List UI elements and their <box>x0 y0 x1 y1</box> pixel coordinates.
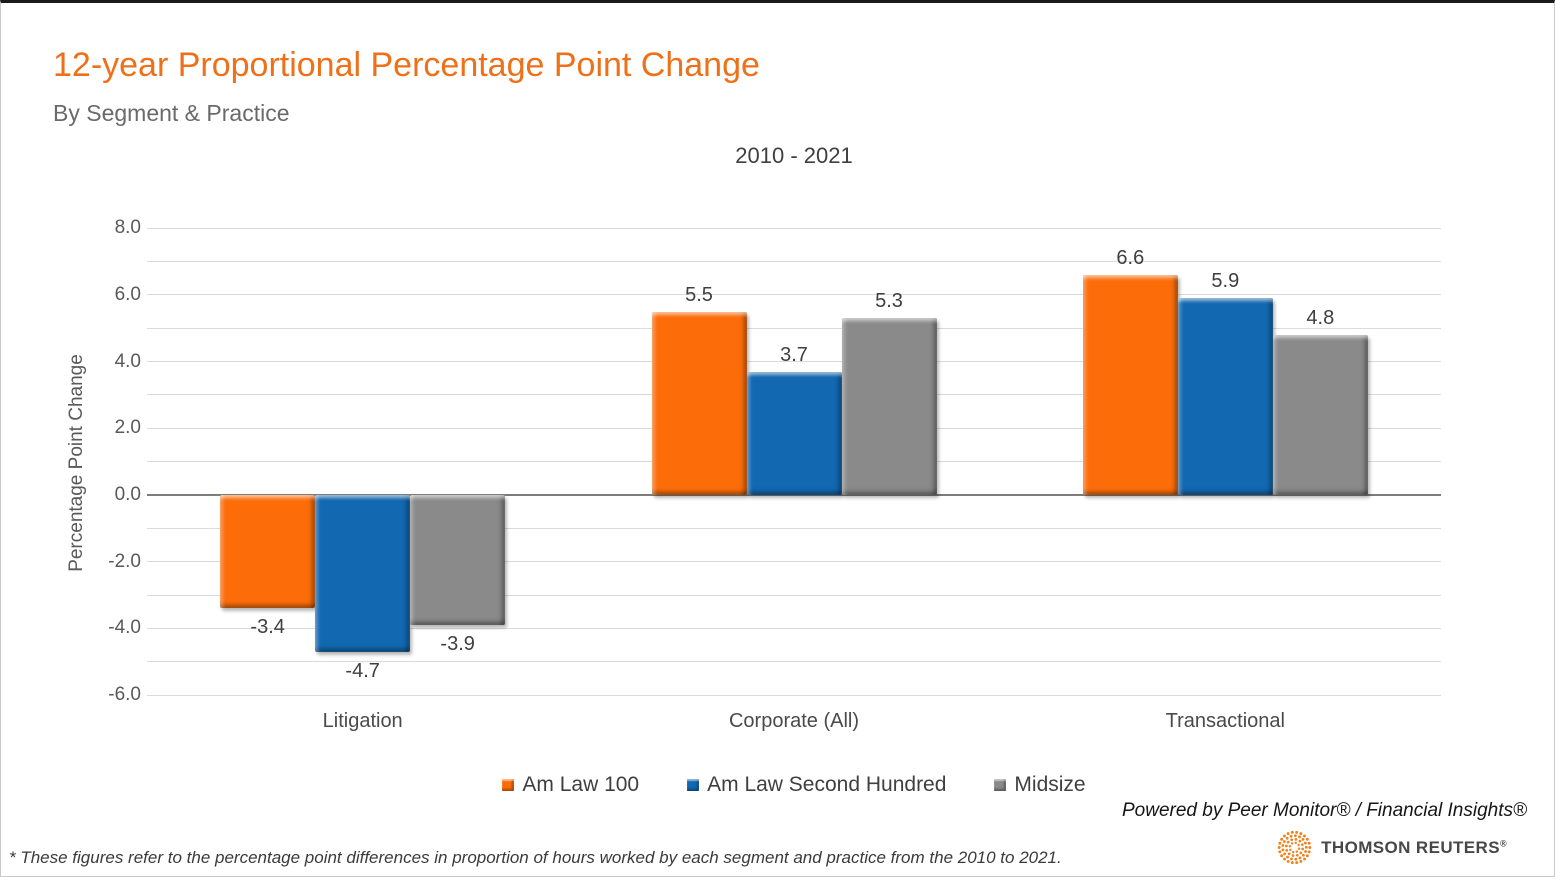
value-label-am-law-100-litigation: -3.4 <box>250 616 285 639</box>
gridline <box>147 260 1441 262</box>
value-label-am-law-100-transactional: 6.6 <box>1116 246 1145 269</box>
gridline <box>147 327 1441 329</box>
bar-midsize-litigation <box>410 495 506 626</box>
axis-zero-line <box>147 494 1441 496</box>
category-label-transactional: Transactional <box>1165 710 1285 732</box>
page-subtitle: By Segment & Practice <box>53 100 290 126</box>
legend-label: Midsize <box>1014 773 1086 796</box>
bar-am-law-100-corporate-all <box>651 311 747 495</box>
value-label-midsize-transactional: 4.8 <box>1306 306 1335 329</box>
legend-label: Am Law Second Hundred <box>707 773 947 796</box>
bar-am-law-100-litigation <box>220 495 316 609</box>
category-label-litigation: Litigation <box>322 710 403 732</box>
gridline <box>147 561 1441 563</box>
thomson-reuters-logo-icon <box>1277 830 1312 865</box>
bar-midsize-transactional <box>1272 334 1368 495</box>
y-axis-title: Percentage Point Change <box>66 354 87 572</box>
value-label-am-law-second-hundred-transactional: 5.9 <box>1211 270 1240 293</box>
legend-item-am-law-second-hundred: Am Law Second Hundred <box>687 773 946 797</box>
chart-legend: Am Law 100 Am Law Second Hundred Midsize <box>147 771 1441 799</box>
value-label-am-law-second-hundred-litigation: -4.7 <box>345 659 380 682</box>
y-tick-label: 0.0 <box>114 484 141 505</box>
footnote: * These figures refer to the percentage … <box>9 848 1062 867</box>
powered-by-credit: Powered by Peer Monitor® / Financial Ins… <box>1121 800 1527 821</box>
y-tick-label: 6.0 <box>114 283 141 305</box>
brand-lockup: THOMSON REUTERS® <box>1276 829 1507 866</box>
value-label-am-law-second-hundred-corporate-all: 3.7 <box>780 343 808 366</box>
bar-am-law-second-hundred-corporate-all <box>746 371 842 495</box>
brand-name-text: THOMSON REUTERS <box>1321 837 1500 857</box>
gridline <box>147 594 1441 596</box>
legend-label: Am Law 100 <box>522 773 640 796</box>
bar-am-law-second-hundred-transactional <box>1177 298 1273 495</box>
y-tick-label: -6.0 <box>108 684 141 706</box>
y-tick-label: 8.0 <box>114 217 141 239</box>
gridline <box>147 294 1441 296</box>
registered-mark: ® <box>1499 837 1507 848</box>
chart-period-title: 2010 - 2021 <box>735 143 853 168</box>
gridline <box>147 227 1441 229</box>
gridline <box>147 694 1441 696</box>
bar-midsize-corporate-all <box>841 318 937 495</box>
legend-marker-icon <box>687 779 700 791</box>
category-label-corporate-all: Corporate (All) <box>728 710 860 732</box>
value-label-midsize-corporate-all: 5.3 <box>875 290 903 313</box>
y-tick-label: 2.0 <box>114 417 141 439</box>
y-tick-label: -2.0 <box>108 550 141 572</box>
legend-item-am-law-100: Am Law 100 <box>502 773 639 797</box>
legend-marker-icon <box>502 779 515 791</box>
gridline <box>147 627 1441 629</box>
bar-am-law-100-transactional <box>1082 274 1178 495</box>
y-tick-label: -4.0 <box>108 617 141 639</box>
gridline <box>147 527 1441 529</box>
legend-marker-icon <box>994 779 1007 791</box>
page-title: 12-year Proportional Percentage Point Ch… <box>53 46 760 84</box>
gridline <box>147 661 1441 663</box>
y-tick-label: 4.0 <box>114 350 141 372</box>
bar-am-law-second-hundred-litigation <box>315 495 411 652</box>
value-label-midsize-litigation: -3.9 <box>440 633 475 656</box>
gridline <box>147 361 1441 363</box>
legend-item-midsize: Midsize <box>994 773 1086 797</box>
value-label-am-law-100-corporate-all: 5.5 <box>685 283 713 306</box>
brand-name: THOMSON REUTERS® <box>1321 838 1507 858</box>
